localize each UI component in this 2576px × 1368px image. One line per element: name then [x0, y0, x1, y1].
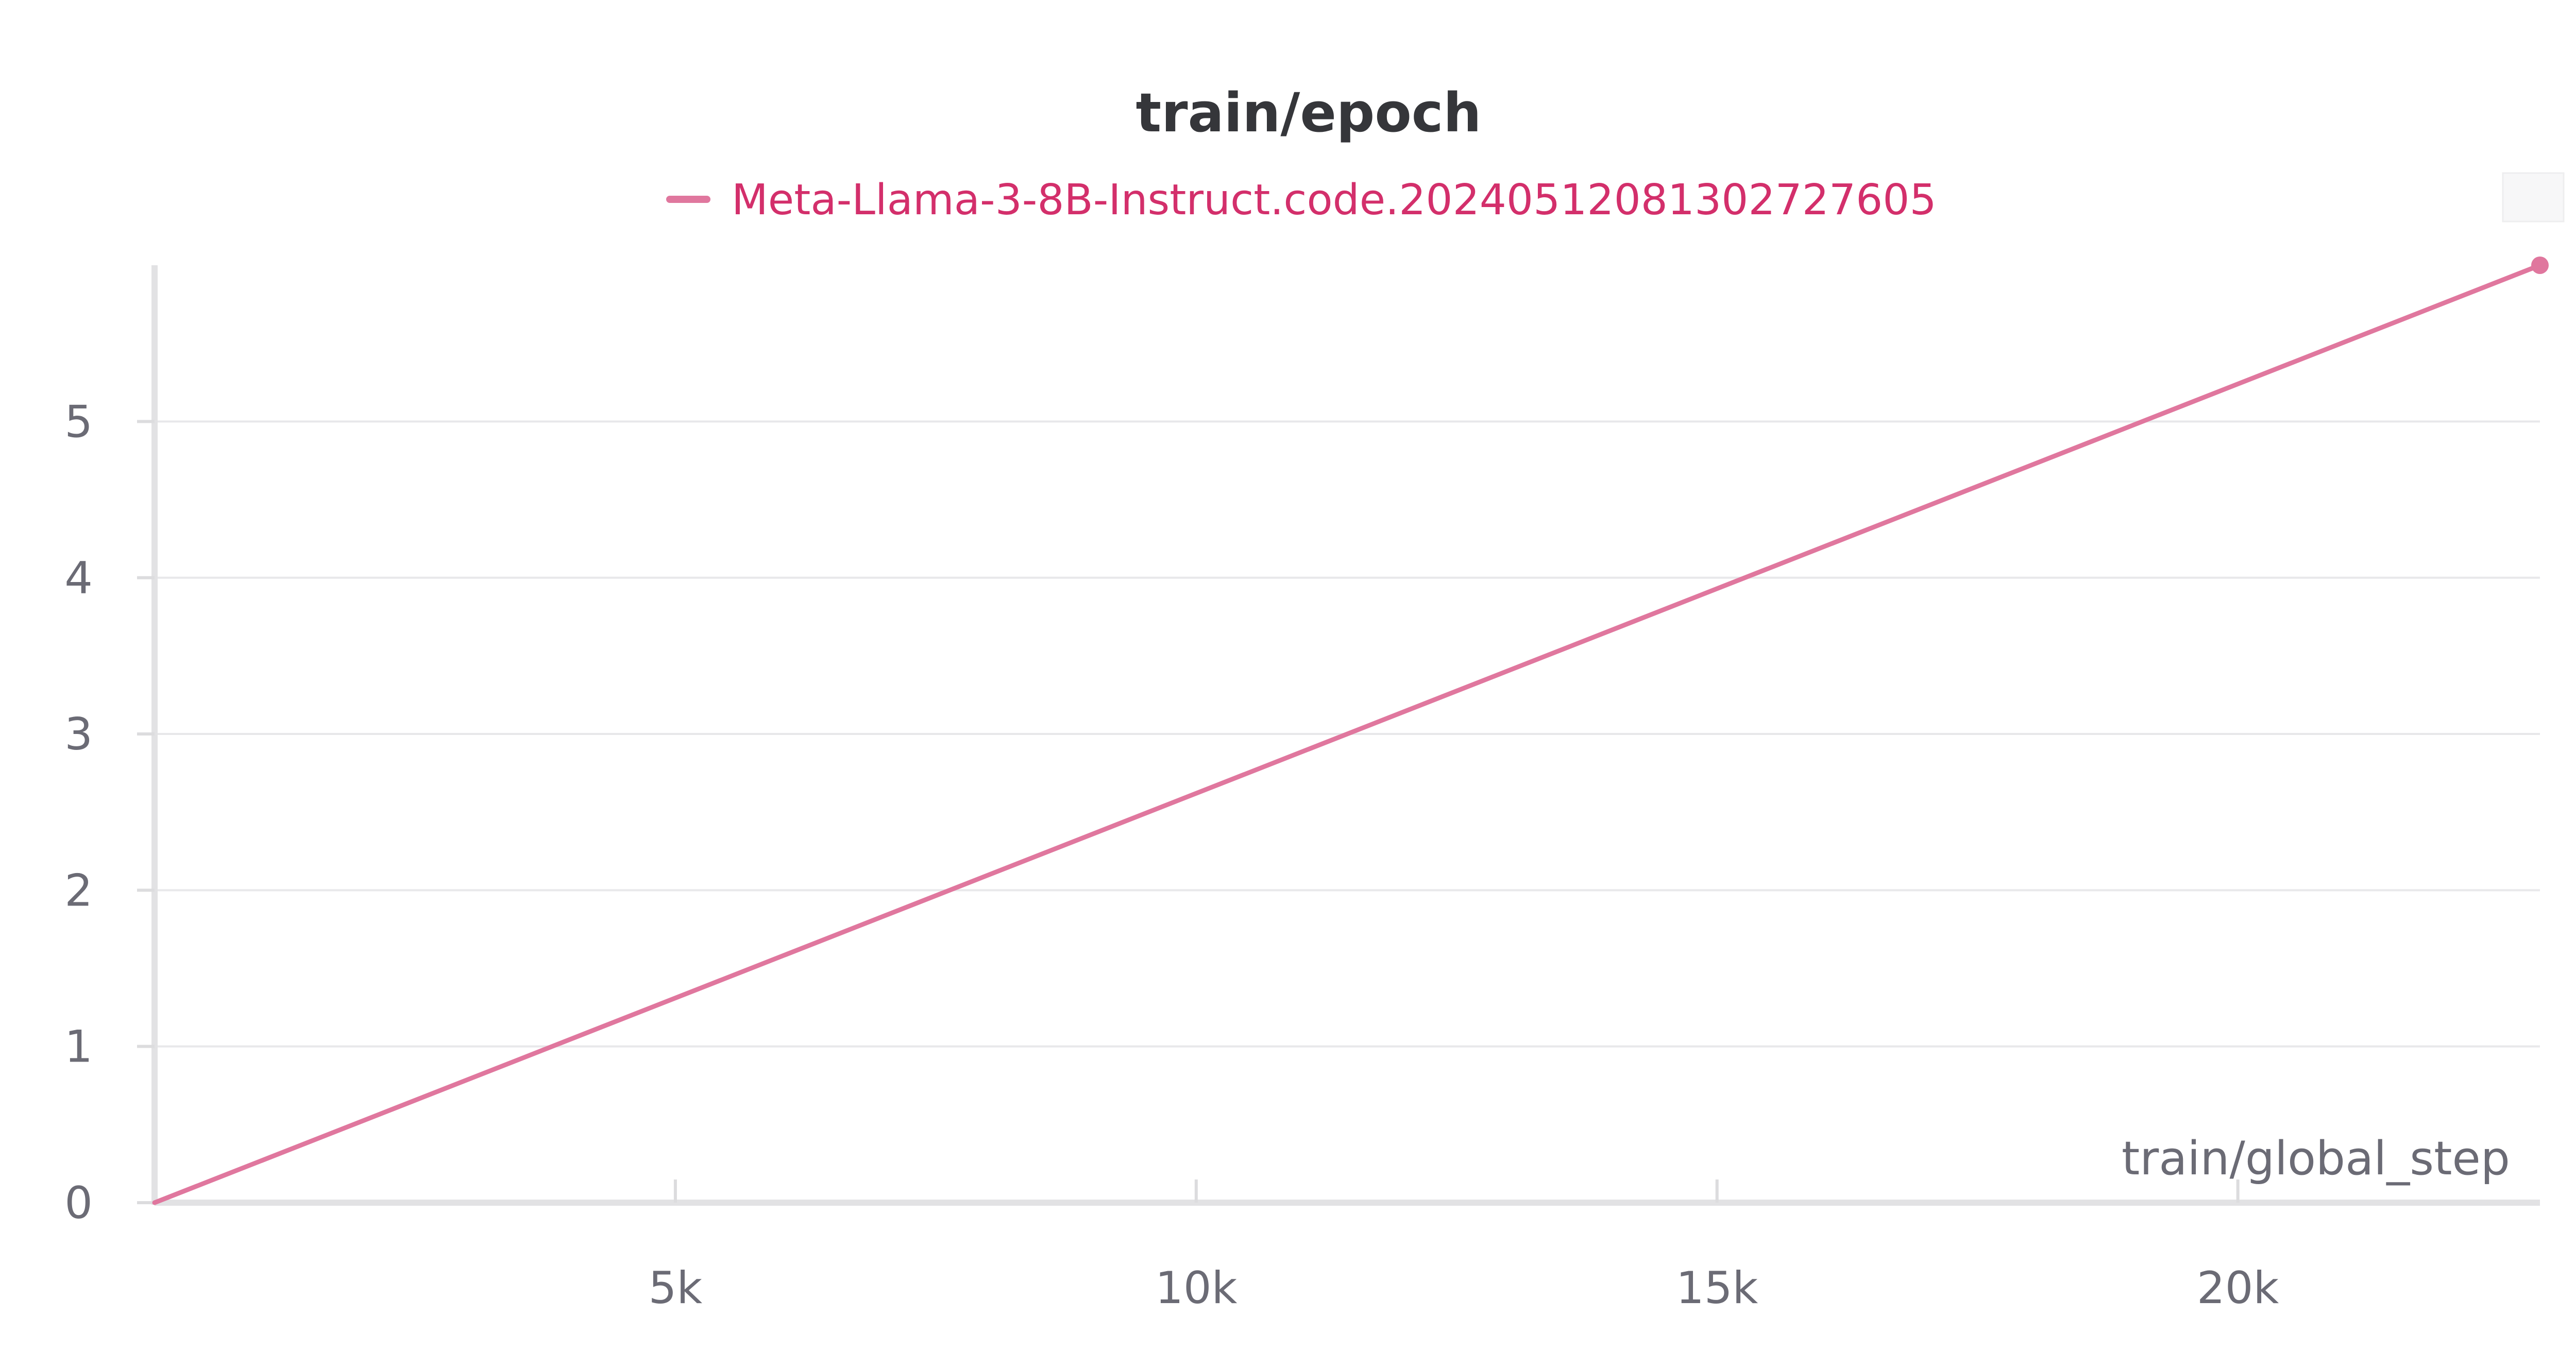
- x-tick-label: 15k: [1676, 1262, 1758, 1314]
- chart-control-box[interactable]: [2502, 172, 2565, 223]
- y-tick-label: 3: [64, 709, 93, 760]
- x-tick-label: 5k: [649, 1262, 703, 1314]
- series-layer: [152, 256, 2549, 1205]
- y-tick-label: 2: [64, 865, 93, 916]
- legend-entry: Meta-Llama-3-8B-Instruct.code.2024051208…: [732, 176, 1937, 225]
- x-axis-ticks: 5k 10k 15k 20k: [649, 1179, 2279, 1314]
- x-tick-label: 20k: [2197, 1262, 2279, 1314]
- y-tick-label: 5: [64, 396, 93, 448]
- x-tick-label: 10k: [1155, 1262, 1237, 1314]
- series-line[interactable]: [152, 263, 2543, 1205]
- y-tick-label: 4: [64, 553, 93, 604]
- y-tick-label: 0: [64, 1177, 93, 1229]
- chart-title: train/epoch: [1136, 81, 1482, 144]
- x-axis-title: train/global_step: [2122, 1132, 2510, 1186]
- series-end-point[interactable]: [2531, 256, 2549, 274]
- legend[interactable]: Meta-Llama-3-8B-Instruct.code.2024051208…: [666, 176, 1937, 225]
- y-tick-label: 1: [64, 1021, 93, 1073]
- y-axis-ticks: 0 1 2 3 4 5: [64, 396, 155, 1229]
